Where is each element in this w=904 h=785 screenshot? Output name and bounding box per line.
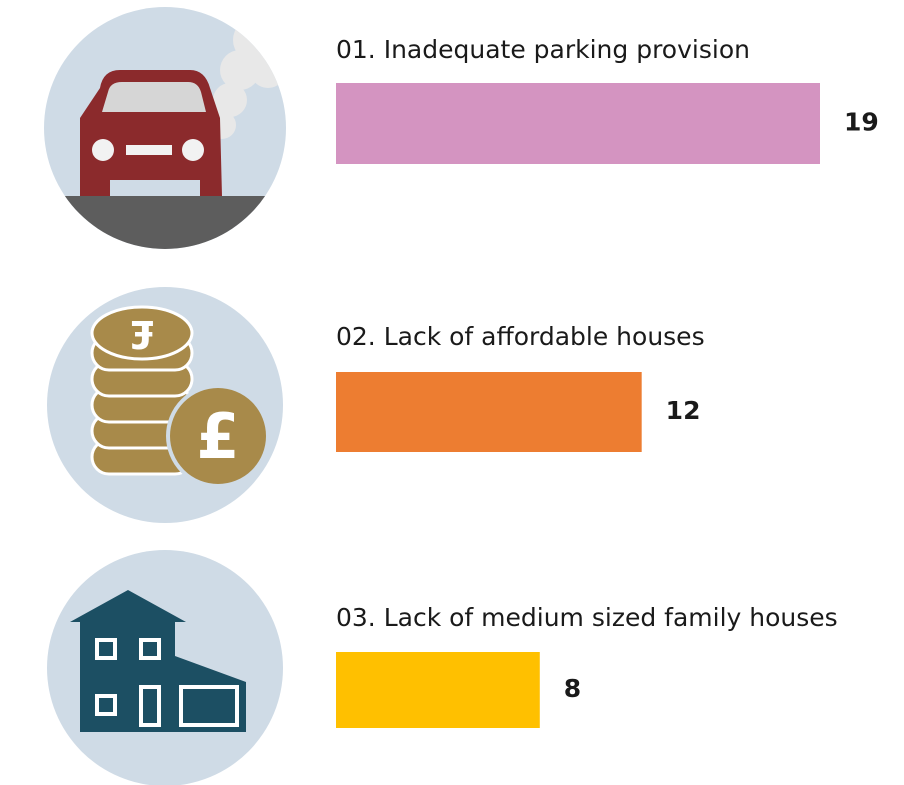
value-label: 12 <box>666 396 701 425</box>
category-label: 01. Inadequate parking provision <box>336 35 750 64</box>
house-icon <box>47 550 283 785</box>
value-label: 8 <box>564 674 581 703</box>
coins-icon: £ £ <box>47 287 283 523</box>
car-icon <box>44 7 286 249</box>
svg-text:£: £ <box>129 312 155 356</box>
value-label: 19 <box>844 108 879 137</box>
svg-text:£: £ <box>196 400 239 473</box>
bar <box>336 83 820 164</box>
bar <box>336 372 642 452</box>
category-label: 03. Lack of medium sized family houses <box>336 603 838 632</box>
category-label: 02. Lack of affordable houses <box>336 322 705 351</box>
bar <box>336 652 540 728</box>
